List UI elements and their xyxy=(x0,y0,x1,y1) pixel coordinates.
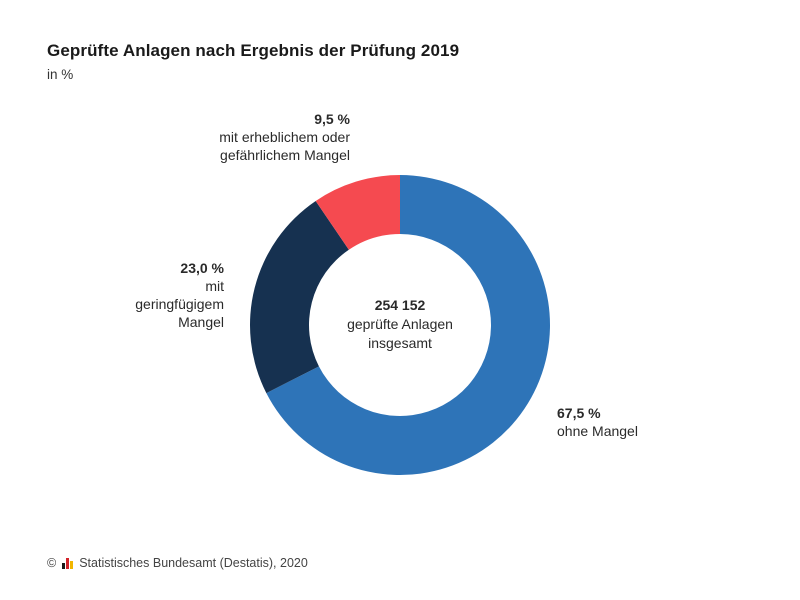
label-erheblich-value: 9,5 % xyxy=(314,111,350,127)
slice-geringfuegig xyxy=(250,200,349,394)
source-text: Statistisches Bundesamt (Destatis), 2020 xyxy=(79,556,308,570)
copyright-symbol: © xyxy=(47,556,57,570)
label-erheblich-name: mit erheblichem oder gefährlichem Mangel xyxy=(219,129,350,163)
total-description: geprüfte Anlagen insgesamt xyxy=(347,316,453,351)
label-ohne-mangel-name: ohne Mangel xyxy=(557,423,638,439)
label-ohne-mangel-value: 67,5 % xyxy=(557,405,601,421)
label-ohne-mangel: 67,5 % ohne Mangel xyxy=(557,404,717,440)
chart-subtitle: in % xyxy=(47,67,74,82)
chart-title: Geprüfte Anlagen nach Ergebnis der Prüfu… xyxy=(47,41,460,60)
donut-center-label: 254 152 geprüfte Anlagen insgesamt xyxy=(300,296,500,353)
label-erheblich: 9,5 % mit erheblichem oder gefährlichem … xyxy=(150,110,350,164)
label-geringfuegig: 23,0 % mit geringfügigem Mangel xyxy=(100,259,224,331)
label-geringfuegig-value: 23,0 % xyxy=(180,260,224,276)
label-geringfuegig-name: mit geringfügigem Mangel xyxy=(135,278,224,330)
slice-erheblich xyxy=(315,175,400,250)
slice-ohne-mangel xyxy=(266,175,550,475)
source-footer: © Statistisches Bundesamt (Destatis), 20… xyxy=(47,556,308,570)
destatis-logo-icon xyxy=(62,557,74,569)
total-count: 254 152 xyxy=(374,297,426,313)
